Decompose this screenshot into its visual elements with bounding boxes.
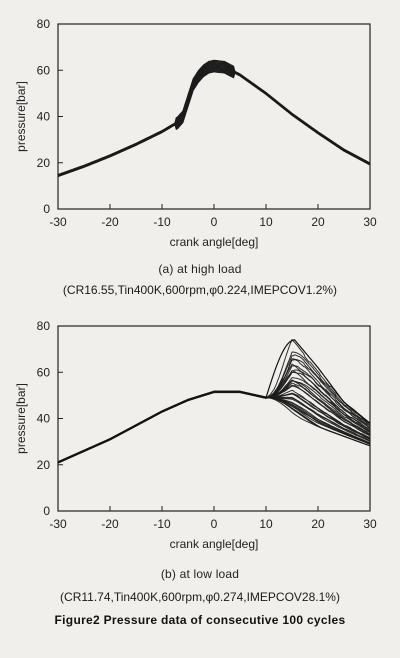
chart-a-cycle-line: [57, 60, 371, 176]
chart-b-cycle-line: [57, 354, 371, 464]
chart-b-x-tick-label: 0: [211, 517, 218, 531]
chart-a-x-tick-label: -10: [153, 215, 171, 229]
chart-b-x-tick-label: -10: [153, 517, 171, 531]
chart-b-cycle-line: [57, 351, 371, 464]
chart-a-y-tick-label: 60: [37, 63, 51, 77]
chart-b-low-load: -30 -20 -10 0 10 20 30 0 20 40 60 80 crank angle[deg…: [14, 319, 377, 551]
chart-b-y-tick-label: 0: [43, 504, 50, 518]
chart-b-x-axis-label: crank angle[deg]: [170, 537, 259, 551]
chart-b-caption: (b) at low load: [160, 567, 240, 581]
chart-a-x-tick-label: 10: [259, 215, 273, 229]
chart-b-y-tick-label: 20: [37, 458, 51, 472]
chart-b-y-tick-label: 80: [37, 319, 51, 333]
chart-a-high-load: -30 -20 -10 0 10 20 30 0 20 40 60 80 crank angle[deg…: [14, 17, 377, 249]
chart-a-cycle-line: [57, 68, 371, 177]
chart-a-cycle-line: [57, 67, 371, 177]
chart-a-y-axis-label: pressure[bar]: [14, 81, 28, 152]
chart-b-cycle-line: [57, 377, 371, 464]
chart-b-params: (CR11.74,Tin400K,600rpm,φ0.274,IMEPCOV28…: [60, 590, 340, 604]
chart-a-x-tick-label: 20: [311, 215, 325, 229]
chart-a-y-tick-label: 20: [37, 156, 51, 170]
chart-a-cycle-line: [57, 70, 371, 177]
chart-a-y-tick-label: 80: [37, 17, 51, 31]
chart-a-x-tick-label: 30: [363, 215, 377, 229]
chart-b-x-tick-label: 10: [259, 517, 273, 531]
chart-a-y-tick-label: 0: [43, 202, 50, 216]
chart-b-peak-cycle-line: [57, 339, 371, 463]
chart-b-x-tick-label: 20: [311, 517, 325, 531]
chart-a-x-tick-label: -20: [101, 215, 119, 229]
chart-b-x-tick-label: 30: [363, 517, 377, 531]
chart-a-caption: (a) at high load: [158, 262, 242, 276]
chart-a-x-axis-label: crank angle[deg]: [170, 235, 259, 249]
chart-b-x-tick-label: -30: [49, 517, 67, 531]
chart-a-cycle-line: [57, 71, 371, 178]
chart-b-y-tick-label: 40: [37, 412, 51, 426]
chart-b-y-axis-label: pressure[bar]: [14, 383, 28, 454]
chart-b-y-tick-label: 60: [37, 365, 51, 379]
figure-title: Figure2 Pressure data of consecutive 100…: [54, 613, 346, 627]
chart-b-cycle-line: [57, 389, 371, 463]
chart-a-cycle-line: [57, 59, 371, 176]
chart-b-x-tick-label: -20: [101, 517, 119, 531]
chart-a-plot-frame: [57, 23, 371, 210]
chart-b-cycle-line: [57, 338, 371, 463]
chart-a-params: (CR16.55,Tin400K,600rpm,φ0.224,IMEPCOV1.…: [62, 283, 338, 297]
chart-a-x-tick-label: 0: [211, 215, 218, 229]
chart-a-cycle-line: [57, 69, 371, 177]
chart-a-y-tick-label: 40: [37, 110, 51, 124]
chart-a-x-tick-label: -30: [49, 215, 67, 229]
